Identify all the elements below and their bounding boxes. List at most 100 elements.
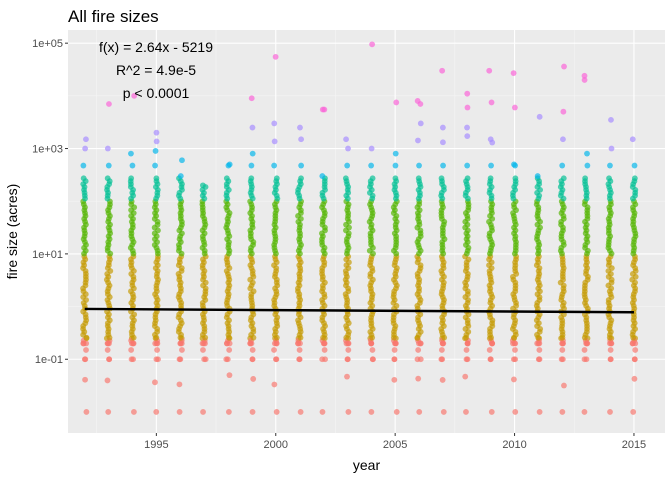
data-point <box>176 381 183 388</box>
data-point <box>298 162 305 169</box>
data-point <box>464 124 470 131</box>
x-tick-label: 1995 <box>144 439 168 451</box>
y-axis-title: fire size (acres) <box>4 184 20 280</box>
data-point <box>534 173 541 179</box>
data-point <box>273 409 280 415</box>
x-axis-title: year <box>353 457 381 473</box>
data-point <box>272 53 279 60</box>
data-point <box>511 104 518 111</box>
data-point <box>369 175 376 182</box>
data-point <box>131 409 137 415</box>
data-point <box>417 356 424 363</box>
regression-annotation: f(x) = 2.64x - 5219 R^2 = 4.9e-5 p < 0.000… <box>99 39 213 101</box>
annotation-line: R^2 = 4.9e-5 <box>116 62 196 78</box>
data-point <box>200 182 206 189</box>
data-point <box>391 376 398 383</box>
data-point <box>391 356 398 363</box>
data-point <box>298 175 304 182</box>
data-point <box>559 347 566 353</box>
data-point <box>128 150 134 157</box>
data-point <box>368 145 375 152</box>
data-point <box>512 356 519 363</box>
data-point <box>369 347 376 353</box>
data-point <box>561 63 567 70</box>
data-point <box>414 98 421 104</box>
data-point <box>271 138 278 145</box>
data-point <box>319 356 326 363</box>
data-point <box>153 129 160 136</box>
data-point <box>179 157 185 164</box>
data-point <box>488 99 495 106</box>
data-point <box>130 356 137 363</box>
data-point <box>345 145 351 152</box>
data-point <box>559 162 566 169</box>
data-point <box>248 95 255 102</box>
data-point <box>271 381 278 388</box>
data-point <box>129 162 136 169</box>
data-point <box>535 356 542 363</box>
data-point <box>608 145 615 152</box>
data-point <box>631 356 638 363</box>
data-point <box>131 92 138 99</box>
data-point <box>249 150 256 157</box>
data-point <box>392 175 399 182</box>
data-point <box>81 356 88 363</box>
data-point <box>177 173 184 179</box>
data-point <box>486 67 493 74</box>
y-tick-label: 1e-01 <box>35 354 63 366</box>
data-point <box>343 136 349 143</box>
chart-title: All fire sizes <box>68 7 159 26</box>
data-point <box>558 356 565 363</box>
data-point <box>607 356 614 363</box>
data-point <box>344 162 351 169</box>
x-axis-ticks: 1995 2000 2005 2010 2015 <box>144 433 646 451</box>
data-point <box>106 356 113 363</box>
data-point <box>607 162 613 169</box>
data-point <box>104 347 111 353</box>
data-point <box>393 409 400 415</box>
regression-line <box>84 307 634 314</box>
data-point <box>512 347 518 353</box>
data-point <box>80 175 87 182</box>
data-point <box>345 347 352 353</box>
data-point <box>393 99 400 106</box>
data-point <box>462 373 469 380</box>
data-point <box>536 347 543 353</box>
data-point <box>440 409 447 415</box>
data-point <box>83 409 90 415</box>
data-point <box>369 356 376 363</box>
data-point <box>297 409 304 415</box>
data-point <box>583 356 590 363</box>
data-point <box>392 150 399 157</box>
data-point <box>438 175 445 182</box>
data-point <box>296 347 303 353</box>
data-point <box>80 162 87 169</box>
data-point <box>249 356 256 363</box>
data-point <box>463 409 469 415</box>
data-point <box>319 409 326 415</box>
data-point <box>248 175 255 182</box>
data-point <box>582 175 589 182</box>
data-point <box>631 162 638 169</box>
data-point <box>439 377 446 383</box>
data-point <box>83 136 89 143</box>
data-point <box>368 409 375 415</box>
data-point <box>226 161 233 168</box>
data-point <box>248 162 255 169</box>
x-tick-label: 2005 <box>383 439 407 451</box>
data-point <box>581 347 588 353</box>
data-point <box>154 347 160 353</box>
data-point <box>415 375 422 382</box>
data-point <box>298 136 305 143</box>
data-point <box>369 41 376 48</box>
data-point <box>439 124 446 131</box>
data-point <box>512 409 519 415</box>
data-point <box>440 139 446 146</box>
data-point <box>321 106 328 113</box>
data-point <box>415 347 422 353</box>
data-point <box>607 347 614 353</box>
data-point <box>296 356 303 363</box>
y-tick-label: 1e+01 <box>32 249 63 261</box>
data-point <box>82 376 88 383</box>
